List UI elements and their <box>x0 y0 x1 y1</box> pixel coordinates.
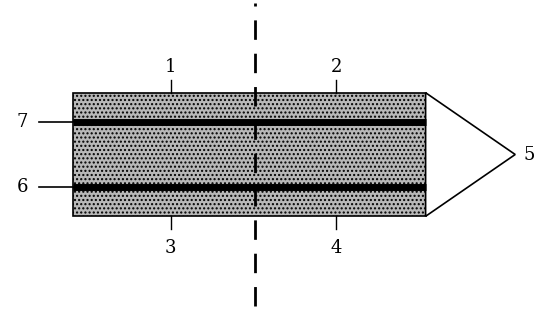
Text: 3: 3 <box>165 239 176 257</box>
Bar <box>73 93 426 216</box>
Text: 4: 4 <box>330 239 342 257</box>
Text: 6: 6 <box>16 178 28 196</box>
Text: 2: 2 <box>330 58 342 76</box>
Polygon shape <box>426 93 515 216</box>
Text: 5: 5 <box>524 146 535 163</box>
Text: 1: 1 <box>165 58 176 76</box>
Text: 7: 7 <box>17 113 28 131</box>
